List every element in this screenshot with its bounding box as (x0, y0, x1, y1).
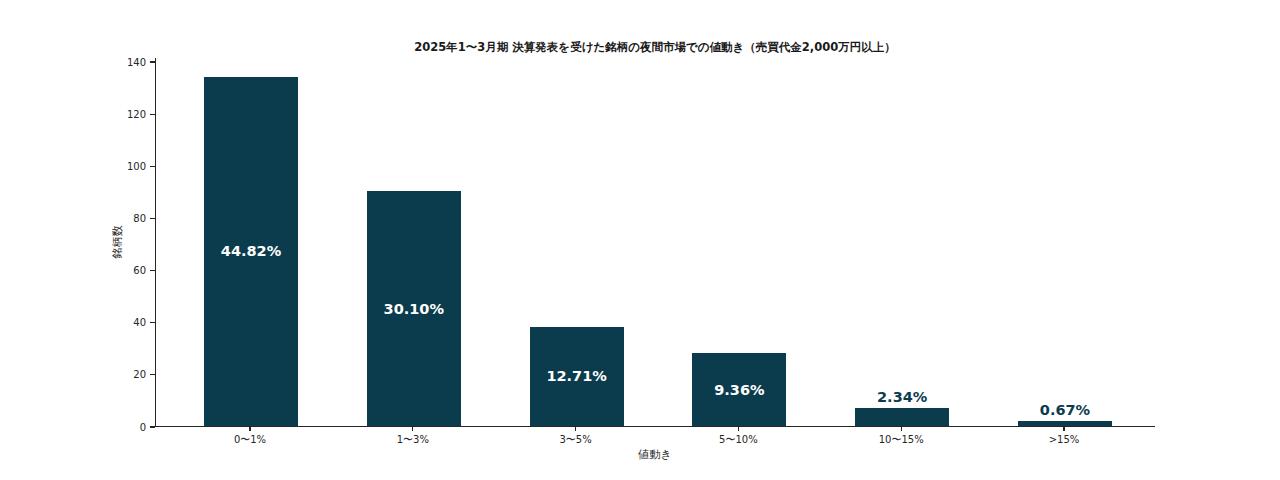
x-tick-mark (575, 427, 576, 431)
y-tick-mark (150, 374, 155, 375)
y-axis-label: 銘柄数 (110, 226, 125, 259)
bar-chart-figure: 2025年1〜3月期 決算発表を受けた銘柄の夜間市場での値動き（売買代金2,00… (0, 0, 1280, 480)
y-tick-label: 60 (0, 264, 146, 277)
y-tick-mark (150, 61, 155, 62)
bar (855, 408, 949, 426)
x-tick-label: 0〜1% (190, 433, 310, 446)
y-tick-mark (150, 166, 155, 167)
x-tick-label: 10〜15% (841, 433, 961, 446)
y-tick-mark (150, 270, 155, 271)
y-tick-label: 100 (0, 160, 146, 173)
bar-value-label: 44.82% (221, 243, 281, 259)
x-tick-label: 5〜10% (678, 433, 798, 446)
x-tick-mark (412, 427, 413, 431)
plot-area: 44.82% 30.10% 12.71% 9.36% 2.34% 0.67% (155, 58, 1155, 427)
chart-title: 2025年1〜3月期 決算発表を受けた銘柄の夜間市場での値動き（売買代金2,00… (155, 40, 1155, 55)
y-tick-mark (150, 322, 155, 323)
x-tick-label: 1〜3% (353, 433, 473, 446)
x-tick-label: >15% (1004, 433, 1124, 446)
y-tick-label: 20 (0, 368, 146, 381)
x-tick-mark (901, 427, 902, 431)
bar-value-label: 2.34% (877, 389, 927, 405)
x-tick-mark (249, 427, 250, 431)
y-tick-mark (150, 426, 155, 427)
bar-value-label: 30.10% (384, 301, 444, 317)
bar-value-label: 12.71% (546, 368, 606, 384)
y-tick-mark (150, 218, 155, 219)
y-tick-label: 40 (0, 316, 146, 329)
bar (1018, 421, 1112, 426)
x-tick-mark (1063, 427, 1064, 431)
y-tick-label: 140 (0, 56, 146, 69)
y-tick-label: 80 (0, 212, 146, 225)
bar-value-label: 9.36% (714, 382, 764, 398)
x-tick-mark (738, 427, 739, 431)
y-tick-mark (150, 114, 155, 115)
x-tick-label: 3〜5% (516, 433, 636, 446)
y-tick-label: 120 (0, 108, 146, 121)
bar-value-label: 0.67% (1040, 402, 1090, 418)
x-axis-label: 値動き (155, 447, 1155, 462)
y-tick-label: 0 (0, 421, 146, 434)
